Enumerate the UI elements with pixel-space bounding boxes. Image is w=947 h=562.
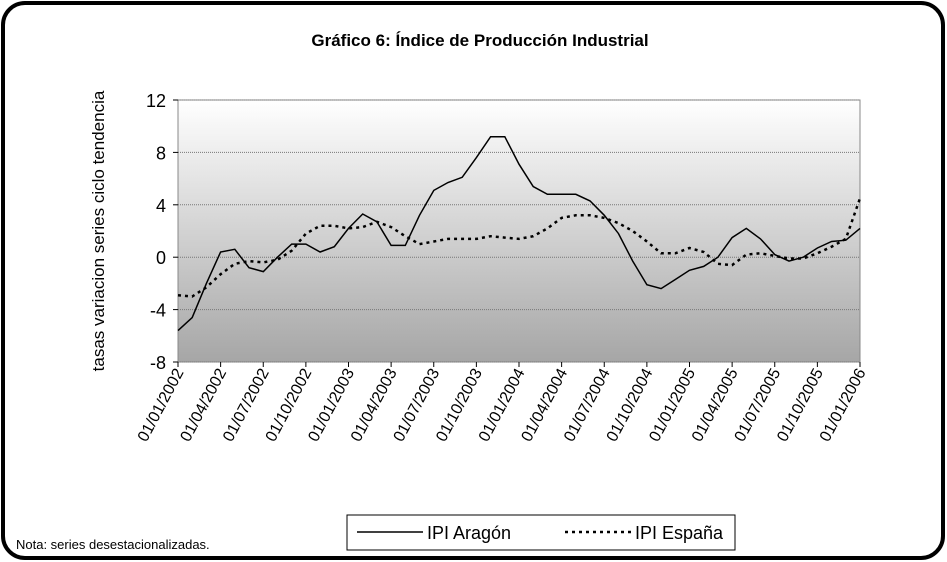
y-tick-label: 8 [156, 143, 166, 163]
legend-label: IPI España [635, 523, 724, 543]
y-axis-label: tasas variacion series ciclo tendencia [89, 90, 108, 371]
series-line [177, 197, 862, 298]
plot-area [177, 99, 861, 363]
y-tick-label: -8 [150, 353, 166, 373]
y-tick-label: 0 [156, 248, 166, 268]
chart-title: Gráfico 6: Índice de Producción Industri… [311, 31, 648, 50]
note: Nota: series desestacionalizadas. [16, 537, 210, 552]
series-line [177, 135, 861, 332]
y-tick-label: 12 [146, 91, 166, 111]
y-tick-label: 4 [156, 196, 166, 216]
legend-label: IPI Aragón [427, 523, 511, 543]
y-tick-label: -4 [150, 301, 166, 321]
